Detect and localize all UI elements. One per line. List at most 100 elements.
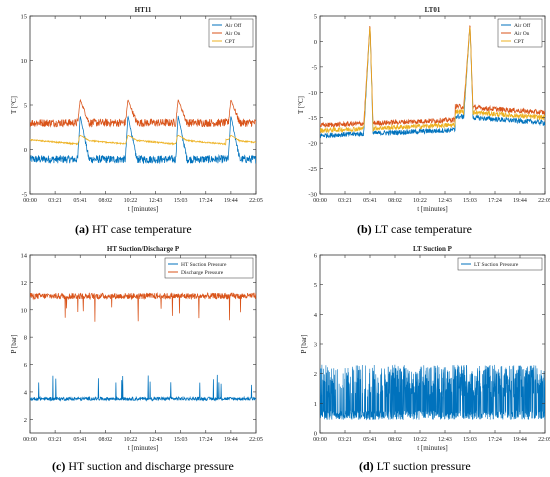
x-tick-label: 08:02: [98, 198, 112, 204]
x-tick-label: 00:00: [313, 437, 327, 443]
x-tick-label: 05:41: [73, 437, 87, 443]
legend-label: Air Off: [514, 22, 530, 29]
chart-panel-2: -30 -25 -20 -15 -10 -5 0 5 00:00 03:21 05:41 08:02 1…: [297, 6, 550, 213]
series-line-2: [30, 98, 256, 128]
x-tick-label: 12:43: [438, 437, 452, 443]
x-tick-label: 19:44: [224, 437, 238, 443]
x-tick-label: 03:21: [338, 437, 352, 443]
y-tick-label: 15: [21, 14, 28, 21]
series-line-1: [30, 374, 256, 402]
y-tick-label: 0: [24, 147, 27, 154]
legend-label: Discharge Pressure: [181, 270, 224, 276]
chart-title: HT Suction/Discharge P: [107, 245, 180, 253]
x-tick-label: 22:05: [249, 198, 263, 204]
x-tick-label: 10:22: [124, 198, 138, 204]
y-tick-label: 5: [24, 103, 27, 110]
caption-b: (b) LT case temperature: [357, 222, 472, 236]
y-tick-label: 8: [24, 335, 27, 342]
chart-title: HT11: [135, 6, 152, 14]
series-line-3: [30, 134, 256, 146]
x-tick-label: 17:24: [488, 437, 502, 443]
y-tick-label: 6: [24, 362, 28, 369]
x-tick-label: 22:05: [538, 437, 550, 443]
x-tick-label: 05:41: [363, 198, 377, 204]
x-tick-label: 15:03: [174, 198, 188, 204]
x-tick-label: 10:22: [124, 437, 138, 443]
series-line-1: [30, 115, 256, 165]
x-tick-label: 10:22: [413, 437, 427, 443]
x-tick-label: 05:41: [73, 198, 87, 204]
x-tick-label: 15:03: [174, 437, 188, 443]
caption-c: (c) HT suction and discharge pressure: [52, 459, 234, 473]
y-axis-label: P [bar]: [10, 335, 18, 354]
x-tick-label: 19:44: [224, 198, 238, 204]
y-tick-label: 4: [314, 312, 318, 319]
x-tick-label: 22:05: [538, 198, 550, 204]
x-tick-label: 15:03: [463, 198, 477, 204]
x-tick-label: 17:24: [488, 198, 502, 204]
y-tick-label: 10: [21, 307, 28, 314]
y-tick-label: 12: [21, 280, 28, 287]
y-tick-label: 4: [24, 389, 28, 396]
legend-label: LT Suction Pressure: [474, 262, 519, 268]
y-tick-label: -25: [308, 166, 317, 173]
caption-d: (d) LT suction pressure: [359, 459, 471, 473]
legend-label: HT Suction Pressure: [181, 262, 227, 268]
x-tick-label: 15:03: [463, 437, 477, 443]
series-line-2: [30, 291, 256, 322]
y-tick-label: 2: [24, 417, 27, 424]
caption-a: (a) HT case temperature: [75, 222, 192, 236]
y-tick-label: -15: [308, 115, 317, 122]
x-tick-label: 08:02: [388, 437, 402, 443]
chart-panel-1: -5 0 5 10 15 00:00 03:21 05:41 08:02 10:22 12:43 15…: [10, 6, 263, 213]
chart-title: LT01: [425, 6, 441, 14]
x-tick-label: 19:44: [513, 437, 527, 443]
plot-area: [29, 254, 257, 434]
y-tick-label: 10: [21, 58, 28, 65]
series-line-2: [320, 25, 545, 128]
chart-panel-3: 2 4 6 8 10 12 14 00:00 03:21 05:41 08:02 10:22 12:43…: [10, 245, 263, 452]
legend-label: Air Off: [225, 22, 241, 29]
x-tick-label: 03:21: [48, 198, 62, 204]
x-tick-label: 03:21: [338, 198, 352, 204]
x-tick-label: 03:21: [48, 437, 62, 443]
legend-label: Air On: [514, 31, 530, 37]
x-tick-label: 10:22: [413, 198, 427, 204]
x-tick-label: 00:00: [23, 198, 37, 204]
x-tick-label: 12:43: [149, 198, 163, 204]
y-tick-label: -10: [308, 90, 317, 97]
y-tick-label: 5: [314, 14, 317, 21]
y-axis-label: T [°C]: [297, 96, 305, 114]
y-axis-label: T [°C]: [10, 96, 18, 114]
x-axis-label: t [minutes]: [128, 444, 159, 452]
y-tick-label: 3: [314, 342, 317, 349]
y-tick-label: 0: [314, 431, 317, 438]
x-tick-label: 00:00: [23, 437, 37, 443]
legend-label: CPT: [514, 39, 525, 45]
x-tick-label: 19:44: [513, 198, 527, 204]
series-line-1: [320, 364, 545, 421]
series-line-3: [320, 27, 545, 134]
x-axis-label: t [minutes]: [417, 205, 448, 213]
y-tick-label: 2: [314, 371, 317, 378]
x-tick-label: 17:24: [199, 437, 213, 443]
legend: [164, 257, 254, 279]
y-tick-label: 1: [314, 401, 317, 408]
x-tick-label: 17:24: [199, 198, 213, 204]
x-tick-label: 00:00: [313, 198, 327, 204]
y-tick-label: 5: [314, 282, 317, 289]
x-tick-label: 08:02: [388, 198, 402, 204]
x-tick-label: 05:41: [363, 437, 377, 443]
legend: [457, 257, 543, 271]
x-tick-label: 12:43: [438, 198, 452, 204]
x-axis-label: t [minutes]: [128, 205, 159, 213]
y-tick-label: -30: [308, 192, 317, 199]
y-tick-label: 6: [314, 253, 318, 260]
legend-label: Air On: [225, 31, 241, 37]
y-tick-label: -5: [22, 192, 27, 199]
y-tick-label: 0: [314, 39, 317, 46]
y-axis-label: P [bar]: [300, 335, 308, 354]
x-tick-label: 22:05: [249, 437, 263, 443]
chart-title: LT Suction P: [413, 245, 453, 253]
y-tick-label: -5: [312, 64, 317, 71]
